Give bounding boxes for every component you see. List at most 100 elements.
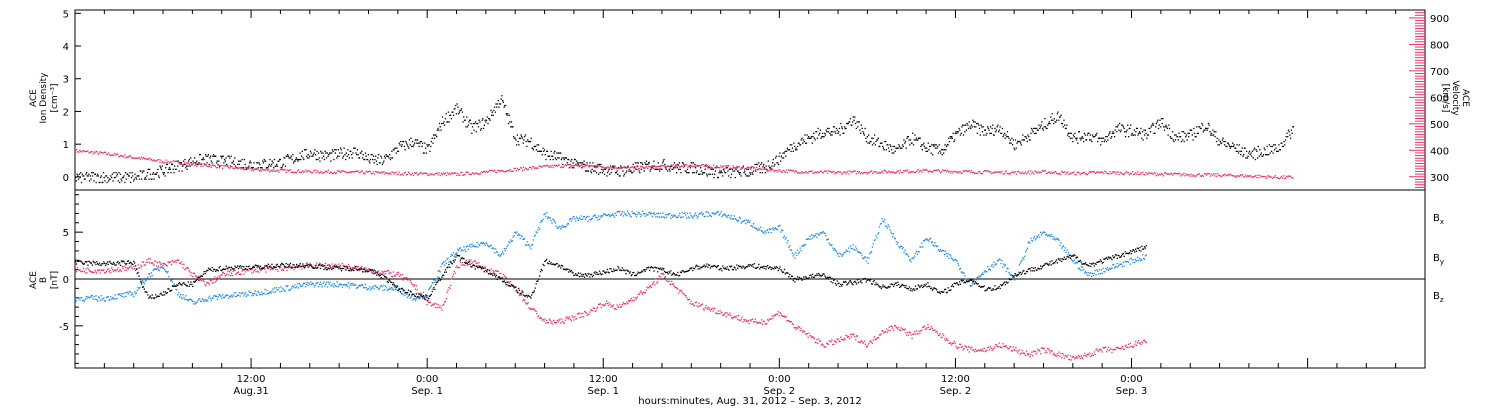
density-point — [161, 165, 163, 167]
by-point — [353, 284, 355, 286]
density-point — [349, 150, 351, 152]
velocity-point — [919, 170, 921, 172]
by-point — [923, 240, 925, 242]
density-point — [387, 155, 389, 157]
velocity-point — [333, 171, 336, 173]
by-point — [251, 295, 253, 297]
density-point — [419, 142, 421, 144]
by-point — [386, 289, 388, 292]
by-point — [363, 287, 366, 289]
by-point — [451, 254, 454, 256]
by-point — [1114, 266, 1117, 268]
bz-point — [188, 270, 190, 272]
density-point — [1134, 134, 1136, 136]
velocity-point — [688, 165, 690, 167]
velocity-point — [760, 168, 762, 170]
density-point — [492, 114, 494, 116]
density-point — [797, 145, 799, 148]
velocity-point — [300, 171, 302, 174]
by-point — [508, 241, 510, 243]
velocity-point — [758, 168, 760, 170]
velocity-point — [458, 174, 460, 176]
velocity-point — [617, 168, 619, 170]
by-point — [1119, 263, 1121, 265]
density-point — [148, 178, 150, 180]
x-tick-time-label: 12:00 — [589, 374, 618, 385]
density-point — [610, 172, 612, 174]
bz-point — [351, 267, 353, 269]
velocity-point — [495, 171, 497, 173]
bz-point — [574, 316, 576, 318]
density-point — [711, 173, 714, 175]
velocity-point — [1164, 172, 1167, 174]
by-point — [873, 239, 875, 241]
bz-point — [303, 266, 305, 268]
bz-point — [259, 269, 262, 271]
velocity-point — [857, 172, 859, 174]
velocity-point — [137, 157, 139, 159]
by-point — [634, 213, 636, 215]
velocity-point — [1009, 173, 1011, 175]
density-point — [824, 134, 827, 136]
velocity-point — [109, 154, 112, 157]
density-point — [366, 158, 368, 161]
density-point — [826, 131, 828, 133]
by-point — [379, 286, 381, 288]
bz-point — [477, 264, 479, 267]
density-point — [1237, 152, 1240, 154]
velocity-point — [419, 172, 421, 174]
density-point — [265, 167, 268, 169]
density-point — [707, 167, 709, 169]
density-point — [1073, 136, 1075, 138]
bz-point — [104, 272, 106, 274]
by-point — [372, 285, 374, 287]
density-point — [1284, 139, 1287, 141]
velocity-point — [354, 171, 356, 173]
velocity-point — [1172, 174, 1174, 176]
velocity-point — [588, 166, 590, 168]
bz-point — [114, 269, 116, 271]
bz-point — [469, 261, 471, 263]
density-point — [290, 157, 292, 159]
bz-point — [451, 275, 454, 278]
density-point — [453, 108, 455, 110]
density-point — [825, 129, 827, 131]
density-point — [422, 142, 424, 144]
by-point — [767, 231, 770, 234]
density-point — [419, 140, 422, 143]
density-point — [880, 142, 882, 144]
bz-point — [537, 316, 539, 318]
density-point — [459, 109, 461, 112]
by-point — [611, 214, 613, 216]
velocity-point — [616, 167, 618, 169]
density-point — [284, 165, 287, 167]
density-point — [901, 147, 903, 149]
density-point — [1048, 121, 1050, 123]
velocity-point — [220, 164, 223, 167]
velocity-point — [391, 171, 393, 173]
density-point — [674, 167, 676, 169]
velocity-point — [606, 167, 608, 169]
by-point — [1046, 233, 1048, 235]
density-point — [857, 121, 860, 123]
density-point — [427, 145, 429, 148]
density-point — [1142, 139, 1144, 141]
by-point — [1044, 232, 1046, 234]
density-point — [1173, 140, 1175, 143]
by-point — [680, 216, 682, 218]
velocity-point — [1162, 175, 1165, 177]
density-point — [638, 170, 640, 172]
velocity-point — [1024, 172, 1026, 174]
density-point — [1113, 132, 1115, 134]
velocity-point — [797, 172, 799, 174]
density-point — [298, 158, 301, 161]
density-point — [989, 126, 992, 128]
bz-point — [495, 270, 497, 272]
velocity-point — [906, 170, 908, 172]
velocity-point — [1258, 177, 1260, 179]
by-point — [897, 241, 899, 244]
bz-point — [454, 272, 456, 274]
by-point — [621, 211, 623, 213]
velocity-point — [666, 165, 668, 167]
velocity-point — [95, 150, 97, 153]
